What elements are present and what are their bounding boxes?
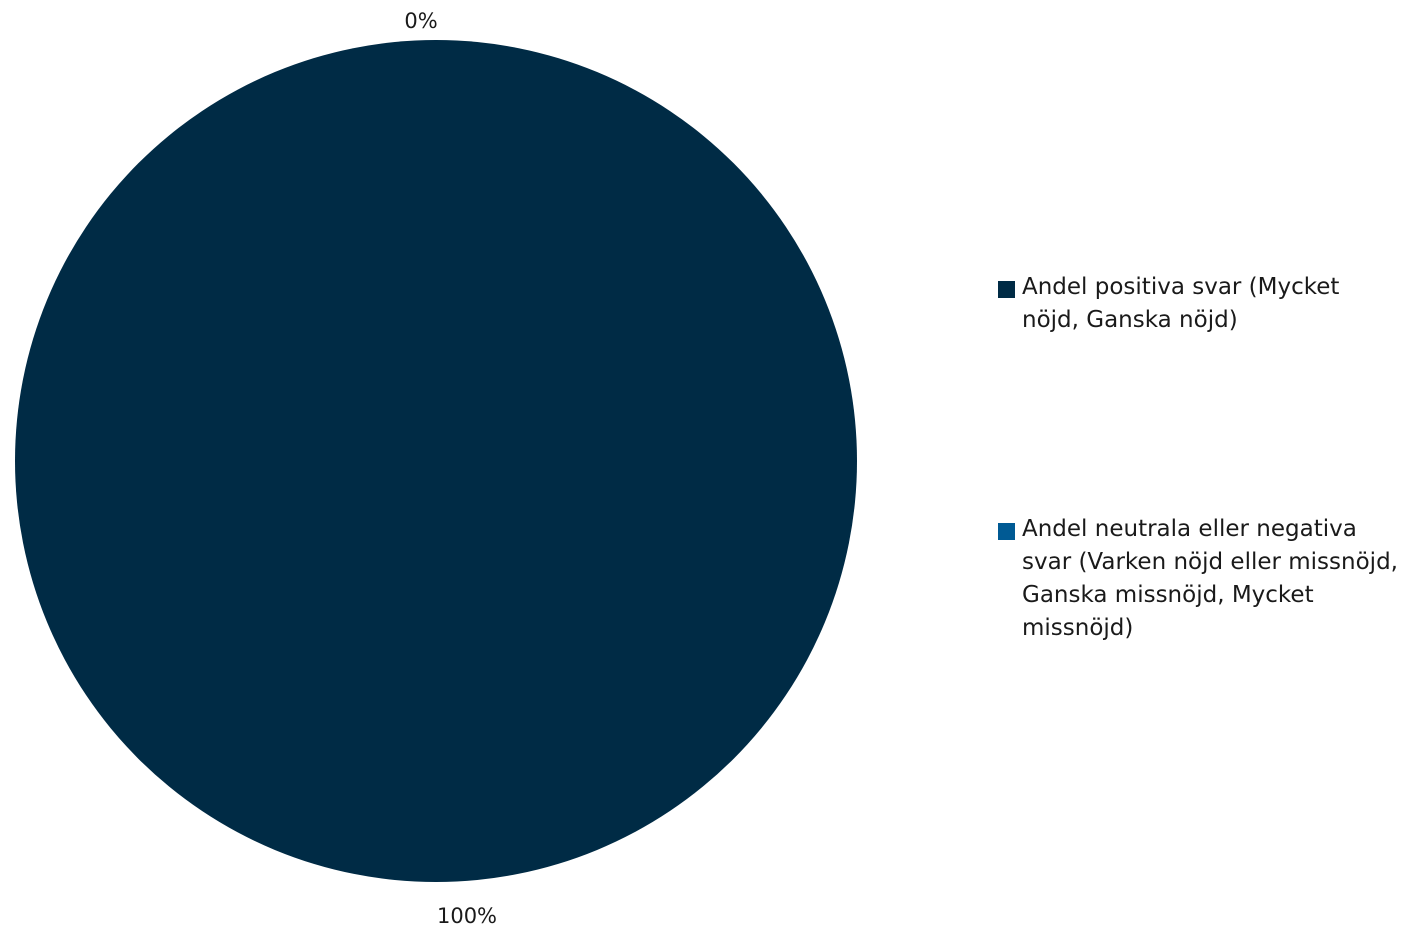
pie-slice-positive xyxy=(15,40,857,882)
legend-item-neutral-negative: Andel neutrala eller negativa svar (Vark… xyxy=(998,513,1403,645)
legend: Andel positiva svar (Mycket nöjd, Ganska… xyxy=(998,271,1403,645)
pie-slices xyxy=(15,40,857,882)
legend-swatch-positive xyxy=(998,281,1015,298)
data-label-positive: 100% xyxy=(437,904,497,928)
legend-item-positive: Andel positiva svar (Mycket nöjd, Ganska… xyxy=(998,271,1403,337)
data-label-neutral-negative: 0% xyxy=(404,9,437,33)
legend-swatch-neutral-negative xyxy=(998,523,1015,540)
legend-label-positive: Andel positiva svar (Mycket nöjd, Ganska… xyxy=(1022,274,1340,333)
legend-label-neutral-negative: Andel neutrala eller negativa svar (Vark… xyxy=(1022,516,1398,641)
pie-data-labels: 0% 100% xyxy=(404,9,497,928)
